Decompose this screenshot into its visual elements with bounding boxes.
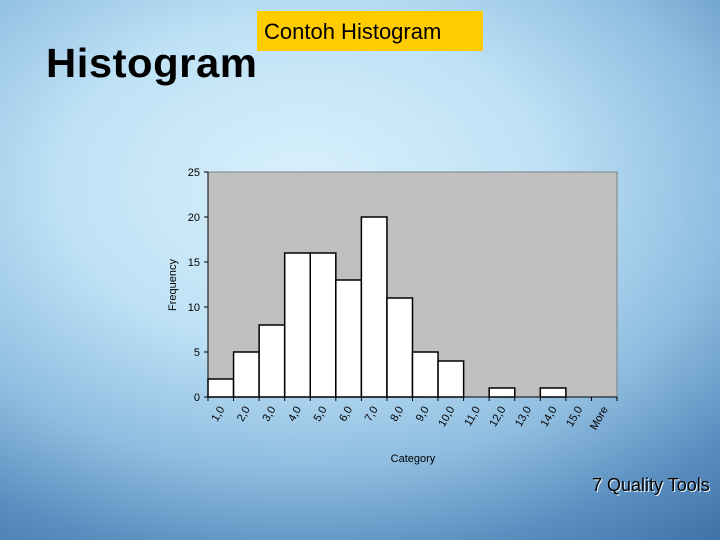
- y-tick-label: 20: [188, 212, 200, 224]
- x-tick-label: 15,0: [564, 405, 585, 430]
- x-tick-label: 6,0: [337, 405, 355, 424]
- x-tick-group: 1,0 2,0 3,0 4,0 5,0 6,0 7,0 8,0 9,0 10,0 11,0 12,0 1…: [207, 397, 618, 433]
- histogram-bar: [360, 216, 388, 398]
- x-axis-label: Category: [391, 453, 436, 465]
- x-tick-label: 1,0: [209, 405, 227, 424]
- bar-group: [207, 216, 567, 398]
- y-tick-label: 15: [188, 257, 200, 269]
- y-tick-label: 25: [188, 167, 200, 179]
- x-tick-label: 5,0: [312, 405, 330, 424]
- histogram-bar: [539, 387, 567, 398]
- y-tick-label: 5: [194, 347, 200, 359]
- y-tick-group: 0 5 10 15 20 25: [188, 167, 208, 404]
- x-tick-label: 11,0: [462, 405, 483, 429]
- tag-highlight-box: [257, 11, 483, 51]
- histogram-bar: [386, 297, 414, 398]
- histogram-bar: [335, 279, 363, 398]
- histogram-bar: [309, 252, 337, 398]
- x-tick-label: 13,0: [513, 405, 534, 430]
- x-tick-label: 12,0: [487, 405, 508, 430]
- slide-title: Histogram: [46, 40, 258, 86]
- y-tick-label: 0: [194, 392, 200, 404]
- footer-label: 7 Quality Tools: [592, 475, 710, 495]
- histogram-bar: [488, 387, 516, 398]
- x-tick-label: 9,0: [414, 405, 432, 424]
- y-axis-label: Frequency: [167, 259, 179, 311]
- x-tick-label: 14,0: [539, 405, 560, 430]
- slide-tag-text: Contoh Histogram: [264, 19, 442, 44]
- histogram-bar: [258, 324, 286, 398]
- y-tick-label: 10: [188, 302, 200, 314]
- x-tick-label: More: [588, 405, 611, 433]
- histogram-bar: [411, 351, 439, 398]
- histogram-bar: [207, 378, 235, 398]
- x-tick-label: 3,0: [260, 405, 278, 424]
- x-tick-label: 4,0: [286, 405, 304, 424]
- x-tick-label: 2,0: [235, 405, 253, 424]
- x-tick-label: 8,0: [388, 405, 406, 424]
- histogram-bar: [437, 360, 465, 398]
- histogram-bar: [232, 351, 260, 398]
- histogram-bar: [283, 252, 311, 398]
- x-tick-label: 10,0: [436, 405, 457, 430]
- x-tick-label: 7,0: [363, 405, 381, 424]
